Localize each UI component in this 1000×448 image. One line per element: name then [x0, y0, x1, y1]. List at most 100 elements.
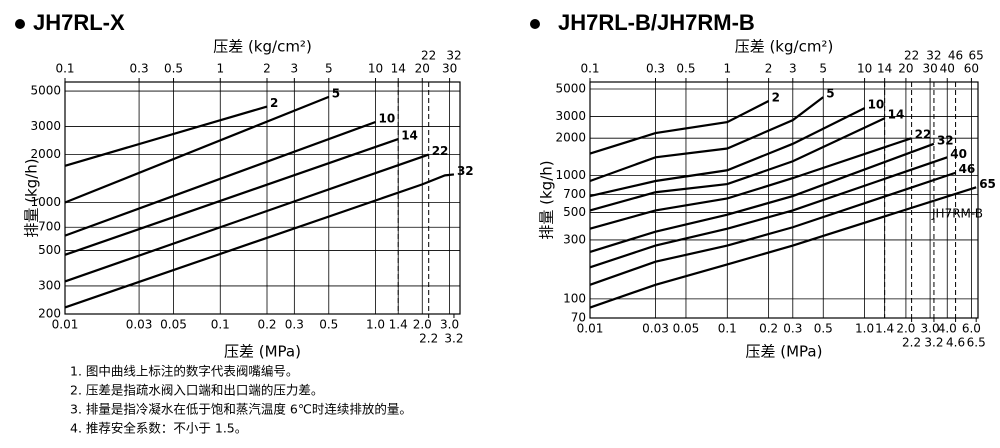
x-tick-label: 3.2: [924, 336, 943, 350]
y-tick-label: 500: [38, 243, 61, 257]
y-tick-label: 3000: [30, 119, 61, 133]
curve: [589, 137, 912, 230]
x2-tick-label: 1: [216, 62, 224, 76]
curve-label: 5: [332, 86, 340, 100]
note: 2. 压差是指疏水阀入口端和出口端的压力差。: [70, 383, 323, 398]
annotation: JH7RM-B: [931, 207, 983, 221]
x-tick-label: 2.2: [902, 336, 921, 350]
x2-axis-title: 压差 (kg/cm²): [735, 38, 834, 56]
curve: [64, 153, 430, 283]
x-tick-label: 0.01: [52, 318, 79, 332]
x2-tick-label: 2: [765, 62, 773, 76]
x-tick-label: 1.0: [366, 318, 385, 332]
curve-label: 14: [888, 108, 905, 122]
y-tick-label: 2000: [30, 147, 61, 161]
y-tick-label: 2000: [555, 131, 586, 145]
x2-tick-label: 14: [877, 62, 892, 76]
chart-title: JH7RL-X: [33, 10, 125, 35]
y-tick-label: 1000: [30, 195, 61, 209]
x-tick-label: 3.0: [440, 318, 459, 332]
x-tick-label: 0.3: [285, 318, 304, 332]
curve: [64, 105, 268, 167]
curve: [589, 100, 770, 155]
curve-label: 32: [937, 133, 954, 147]
x2-tick-label: 10: [368, 62, 383, 76]
curve-label: 22: [432, 144, 449, 158]
curve-label: 46: [959, 162, 976, 176]
curve: [64, 95, 330, 204]
x2-tick-label: 0.3: [130, 62, 149, 76]
curve: [589, 142, 935, 253]
x-tick-label: 1.4: [389, 318, 408, 332]
y-tick-label: 5000: [30, 84, 61, 98]
x2-tick-label: 32: [926, 49, 941, 63]
curve-label: 40: [950, 147, 967, 161]
x2-tick-label: 0.1: [55, 62, 74, 76]
x2-axis-title: 压差 (kg/cm²): [213, 38, 312, 56]
x-tick-label: 3.0: [921, 322, 940, 336]
curve-label: 10: [868, 98, 885, 112]
y-tick-label: 300: [38, 278, 61, 292]
x2-tick-label: 20: [898, 62, 913, 76]
y-axis-title: 排量 (kg/h): [23, 158, 41, 237]
x2-tick-label: 65: [969, 49, 984, 63]
y-tick-label: 100: [563, 291, 586, 305]
curve: [589, 186, 977, 309]
chart-title: JH7RL-B/JH7RM-B: [558, 10, 755, 35]
x-tick-label: 4.0: [938, 322, 957, 336]
curve-label: 2: [270, 96, 278, 110]
x-tick-label: 0.01: [577, 322, 604, 336]
x2-tick-label: 2: [263, 62, 271, 76]
y-tick-label: 300: [563, 232, 586, 246]
bullet: [530, 19, 540, 29]
x-tick-label: 0.05: [673, 322, 700, 336]
curve-label: 10: [379, 111, 396, 125]
x2-tick-label: 60: [964, 62, 979, 76]
x2-tick-label: 14: [391, 62, 406, 76]
x-tick-label: 0.1: [211, 318, 230, 332]
x2-tick-label: 3: [291, 62, 299, 76]
x2-tick-label: 32: [446, 49, 461, 63]
y-tick-label: 3000: [555, 109, 586, 123]
x-tick-label: 0.05: [160, 318, 187, 332]
note: 3. 排量是指冷凝水在低于饱和蒸汽温度 6℃时连续排放的量。: [70, 402, 412, 417]
y-tick-label: 5000: [555, 82, 586, 96]
x-axis-title: 压差 (MPa): [746, 343, 823, 361]
curve-label: 32: [457, 164, 474, 178]
x-tick-label: 0.03: [642, 322, 669, 336]
x-tick-label: 1.0: [855, 322, 874, 336]
x-tick-label: 0.2: [257, 318, 276, 332]
curve: [64, 173, 455, 309]
x-tick-label: 2.2: [419, 332, 438, 346]
x2-tick-label: 0.1: [580, 62, 599, 76]
curve: [589, 171, 956, 286]
curve: [64, 120, 376, 237]
x-tick-label: 6.5: [967, 336, 986, 350]
y-tick-label: 70: [571, 311, 586, 325]
x-axis-title: 压差 (MPa): [224, 343, 301, 361]
x2-tick-label: 1: [723, 62, 731, 76]
x-tick-label: 2.0: [413, 318, 432, 332]
y-tick-label: 700: [38, 220, 61, 234]
x-tick-label: 0.5: [814, 322, 833, 336]
x-tick-label: 0.3: [783, 322, 802, 336]
x2-tick-label: 22: [904, 49, 919, 63]
x2-tick-label: 10: [857, 62, 872, 76]
y-axis-title: 排量 (kg/h): [538, 160, 556, 239]
x2-tick-label: 0.5: [676, 62, 695, 76]
x-tick-label: 4.6: [946, 336, 965, 350]
x-tick-label: 0.2: [759, 322, 778, 336]
note: 4. 推荐安全系数：不小于 1.5。: [70, 421, 247, 436]
x2-tick-label: 5: [325, 62, 333, 76]
curve: [64, 138, 399, 256]
x-tick-label: 0.03: [126, 318, 153, 332]
x2-tick-label: 20: [415, 62, 430, 76]
x-tick-label: 3.2: [444, 332, 463, 346]
x-tick-label: 6.0: [962, 322, 981, 336]
curve: [589, 156, 948, 269]
x2-tick-label: 22: [421, 49, 436, 63]
x2-tick-label: 0.5: [164, 62, 183, 76]
y-tick-label: 1000: [555, 168, 586, 182]
y-tick-label: 500: [563, 205, 586, 219]
